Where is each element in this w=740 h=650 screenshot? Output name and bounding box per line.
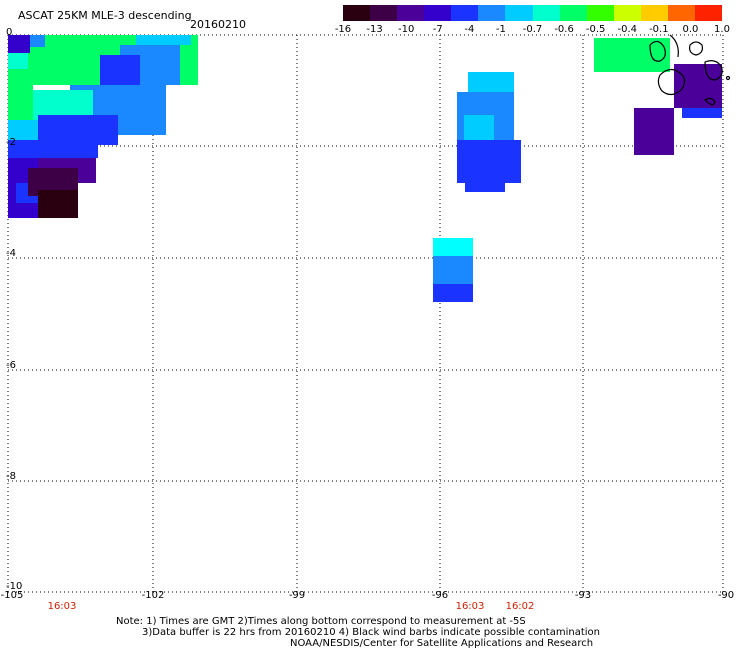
- color-scale-bar: [343, 5, 723, 21]
- color-swatch: [343, 5, 371, 21]
- y-tick-2: -4: [6, 248, 16, 259]
- y-tick-1: -2: [6, 137, 16, 148]
- swath-west: [8, 35, 198, 218]
- map-title: ASCAT 25KM MLE-3 descending: [18, 9, 192, 22]
- color-scale-label: -0.7: [522, 24, 543, 35]
- y-tick-0: 0: [6, 27, 13, 38]
- x-tick-2: -99: [288, 590, 306, 601]
- map-date: 20160210: [190, 18, 246, 31]
- time-label-1: 16:03: [47, 601, 77, 612]
- color-scale-label: -10: [397, 24, 415, 35]
- color-swatch: [424, 5, 452, 21]
- color-swatch: [451, 5, 479, 21]
- color-swatch: [478, 5, 506, 21]
- color-scale-label: -4: [464, 24, 475, 35]
- note-line-2: 3)Data buffer is 22 hrs from 20160210 4)…: [142, 627, 600, 638]
- color-scale-label: -16: [334, 24, 352, 35]
- color-scale-label: -0.5: [585, 24, 606, 35]
- y-tick-4: -8: [6, 471, 16, 482]
- x-tick-3: -96: [431, 590, 449, 601]
- x-tick-5: -90: [717, 590, 735, 601]
- color-swatch: [370, 5, 398, 21]
- color-scale-label: -0.1: [649, 24, 669, 35]
- color-scale-label: -0.4: [617, 24, 638, 35]
- color-swatch: [532, 5, 560, 21]
- color-scale-label: 1.0: [714, 24, 730, 35]
- color-scale-label: -7: [432, 24, 443, 35]
- color-swatch: [505, 5, 533, 21]
- color-swatch: [695, 5, 723, 21]
- color-swatch: [586, 5, 614, 21]
- color-scale-label: -13: [366, 24, 383, 35]
- color-scale-label: 0.0: [682, 24, 699, 35]
- color-scale-label: -0.6: [554, 24, 574, 35]
- color-swatch: [667, 5, 696, 21]
- note-line-1: Note: 1) Times are GMT 2)Times along bot…: [116, 616, 526, 627]
- x-tick-0: -105: [0, 590, 24, 601]
- color-scale-labels: -16 -13 -10 -7 -4 -1 -0.7 -0.6 -0.5 -0.4 -0.1 0.0 1.…: [333, 24, 733, 38]
- note-line-3: NOAA/NESDIS/Center for Satellite Applica…: [290, 638, 594, 649]
- time-label-3: 16:02: [505, 601, 535, 612]
- swath-east: [594, 38, 722, 155]
- x-tick-4: -93: [574, 590, 592, 601]
- color-swatch: [613, 5, 641, 21]
- color-swatch: [559, 5, 587, 21]
- color-swatch: [640, 5, 668, 21]
- time-label-2: 16:03: [455, 601, 485, 612]
- color-swatch: [397, 5, 425, 21]
- swath-central: [457, 72, 521, 192]
- island-outlines: [649, 34, 731, 106]
- y-tick-3: -6: [6, 360, 16, 371]
- swath-south: [433, 238, 473, 302]
- color-scale-label: -1: [495, 24, 506, 35]
- x-tick-1: -102: [141, 590, 165, 601]
- y-tick-5: -10: [6, 581, 23, 592]
